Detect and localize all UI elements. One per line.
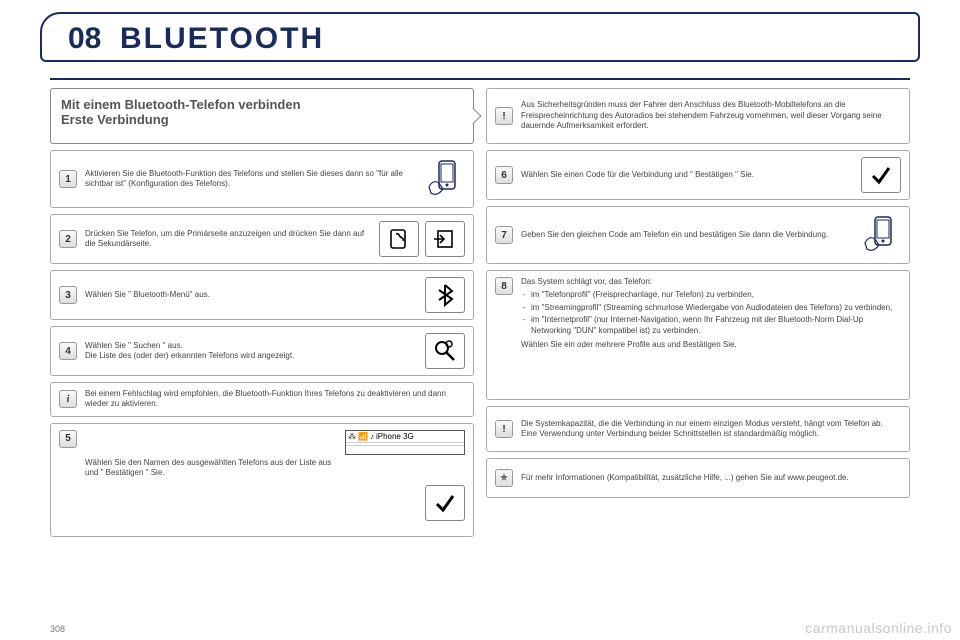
subtitle-box: Mit einem Bluetooth-Telefon verbinden Er… (50, 88, 474, 144)
step-badge: 7 (495, 226, 513, 244)
phone-book-icon (379, 221, 419, 257)
section-number: 08 (68, 22, 101, 56)
capacity-warning: ! Die Systemkapazität, die die Verbindun… (486, 406, 910, 452)
right-column: ! Aus Sicherheitsgründen muss der Fahrer… (486, 88, 910, 537)
step-badge: 6 (495, 166, 513, 184)
step-text: Das System schlägt vor, das Telefon: im … (521, 277, 901, 350)
bullet-streaming: im "Streamingprofil" (Streaming schnurlo… (531, 303, 901, 313)
info-badge: i (59, 390, 77, 408)
step-text: Wählen Sie den Namen des ausgewählten Te… (85, 430, 337, 479)
step-badge: 3 (59, 286, 77, 304)
warning-text: Die Systemkapazität, die die Verbindung … (521, 419, 901, 440)
left-column: Mit einem Bluetooth-Telefon verbinden Er… (50, 88, 474, 537)
info-note: i Bei einem Fehlschlag wird empfohlen, d… (50, 382, 474, 417)
step-2: 2 Drücken Sie Telefon, um die Primärseit… (50, 214, 474, 264)
step-badge: 1 (59, 170, 77, 188)
step-text: Wählen Sie " Suchen " aus. Die Liste des… (85, 341, 417, 362)
step-text: Geben Sie den gleichen Code am Telefon e… (521, 230, 849, 240)
bluetooth-icon (425, 277, 465, 313)
columns: Mit einem Bluetooth-Telefon verbinden Er… (50, 88, 910, 537)
step-badge: 8 (495, 277, 513, 295)
warning-badge: ! (495, 107, 513, 125)
warning-text: Aus Sicherheitsgründen muss der Fahrer d… (521, 100, 901, 131)
subtitle-notch (465, 108, 482, 125)
subtitle-line1: Mit einem Bluetooth-Telefon verbinden (61, 97, 463, 112)
step-text: Aktivieren Sie die Bluetooth-Funktion de… (85, 169, 413, 190)
step-3: 3 Wählen Sie " Bluetooth-Menü" aus. (50, 270, 474, 320)
section-title: BLUETOOTH (120, 22, 324, 56)
step8-after: Wählen Sie ein oder mehrere Profile aus … (521, 340, 901, 350)
device-name: iPhone 3G (376, 432, 414, 441)
step-4: 4 Wählen Sie " Suchen " aus. Die Liste d… (50, 326, 474, 376)
tip-text: Für mehr Informationen (Kompatibilität, … (521, 473, 901, 483)
step-badge: 2 (59, 230, 77, 248)
safety-warning: ! Aus Sicherheitsgründen muss der Fahrer… (486, 88, 910, 144)
step-5: 5 Wählen Sie den Namen des ausgewählten … (50, 423, 474, 537)
device-list-row: ⁂ 📶 ♪ iPhone 3G (346, 431, 464, 443)
step-6: 6 Wählen Sie einen Code für die Verbindu… (486, 150, 910, 200)
enter-icon (425, 221, 465, 257)
bullet-internet: im "Internetprofil" (nur Internet-Naviga… (531, 315, 901, 336)
bluetooth-mini-icon: ⁂ (348, 432, 356, 441)
device-list: ⁂ 📶 ♪ iPhone 3G (345, 430, 465, 455)
signal-mini-icon: 📶 (358, 432, 368, 441)
step-1: 1 Aktivieren Sie die Bluetooth-Funktion … (50, 150, 474, 208)
phone-hand-icon (421, 157, 465, 201)
step-8: 8 Das System schlägt vor, das Telefon: i… (486, 270, 910, 400)
step-7: 7 Geben Sie den gleichen Code am Telefon… (486, 206, 910, 264)
step4-line2: Die Liste des (oder der) erkannten Telef… (85, 351, 294, 360)
step-badge: 5 (59, 430, 77, 448)
step4-line1: Wählen Sie " Suchen " aus. (85, 341, 183, 350)
tip-box: Für mehr Informationen (Kompatibilität, … (486, 458, 910, 498)
page-number: 308 (50, 624, 65, 634)
bullet-telefon: im "Telefonprofil" (Freisprechanlage, nu… (531, 290, 901, 300)
step-text: Wählen Sie einen Code für die Verbindung… (521, 170, 853, 180)
section-header: 08 BLUETOOTH (50, 20, 910, 80)
phone-hand-icon (857, 213, 901, 257)
step-badge: 4 (59, 342, 77, 360)
watermark: carmanualsonline.info (805, 620, 952, 636)
tip-badge (495, 469, 513, 487)
device-list-empty-row (346, 446, 464, 454)
step8-intro: Das System schlägt vor, das Telefon: (521, 277, 901, 287)
manual-page: 08 BLUETOOTH Mit einem Bluetooth-Telefon… (50, 20, 910, 537)
confirm-check-icon (861, 157, 901, 193)
step-text: Drücken Sie Telefon, um die Primärseite … (85, 229, 371, 250)
subtitle-line2: Erste Verbindung (61, 112, 463, 127)
search-icon (425, 333, 465, 369)
profile-bullets: im "Telefonprofil" (Freisprechanlage, nu… (521, 290, 901, 336)
music-mini-icon: ♪ (370, 432, 374, 441)
step-text: Wählen Sie " Bluetooth-Menü" aus. (85, 290, 417, 300)
warning-badge: ! (495, 420, 513, 438)
confirm-check-icon (425, 485, 465, 521)
info-text: Bei einem Fehlschlag wird empfohlen, die… (85, 389, 465, 410)
